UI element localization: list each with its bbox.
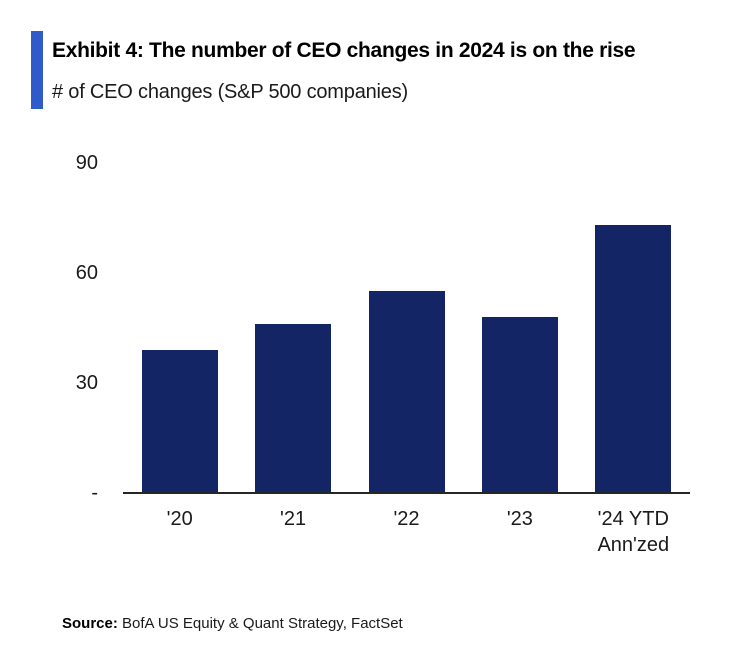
x-tick-label: '24 YTD Ann'zed — [597, 508, 670, 556]
bar-24YTD — [595, 225, 672, 493]
bar-23 — [481, 317, 558, 493]
x-tick-label: '22 — [393, 508, 420, 530]
exhibit-title: Exhibit 4: The number of CEO changes in … — [52, 39, 636, 62]
y-tick-label: 30 — [75, 372, 98, 394]
y-tick-label: - — [91, 482, 98, 504]
title-accent-bar — [31, 31, 43, 109]
y-tick-label: 60 — [75, 262, 98, 284]
y-tick-label: 90 — [75, 152, 98, 174]
x-tick-label: '23 — [506, 508, 533, 530]
source-text: BofA US Equity & Quant Strategy, FactSet — [117, 615, 403, 632]
source-note: Source: BofA US Equity & Quant Strategy,… — [62, 614, 403, 634]
bar-20 — [141, 350, 218, 493]
bar-21 — [255, 324, 332, 493]
x-axis-line — [123, 492, 690, 494]
bar-22 — [368, 291, 445, 493]
x-tick-label: '20 — [166, 508, 193, 530]
ceo-changes-bar-chart: - 30 60 90 '20 '21 '22 '23 '24 YTD Ann'zed — [75, 152, 690, 556]
chart-subtitle: # of CEO changes (S&P 500 companies) — [52, 81, 408, 103]
source-label: Source: — [62, 615, 118, 632]
x-tick-label: '21 — [280, 508, 307, 530]
